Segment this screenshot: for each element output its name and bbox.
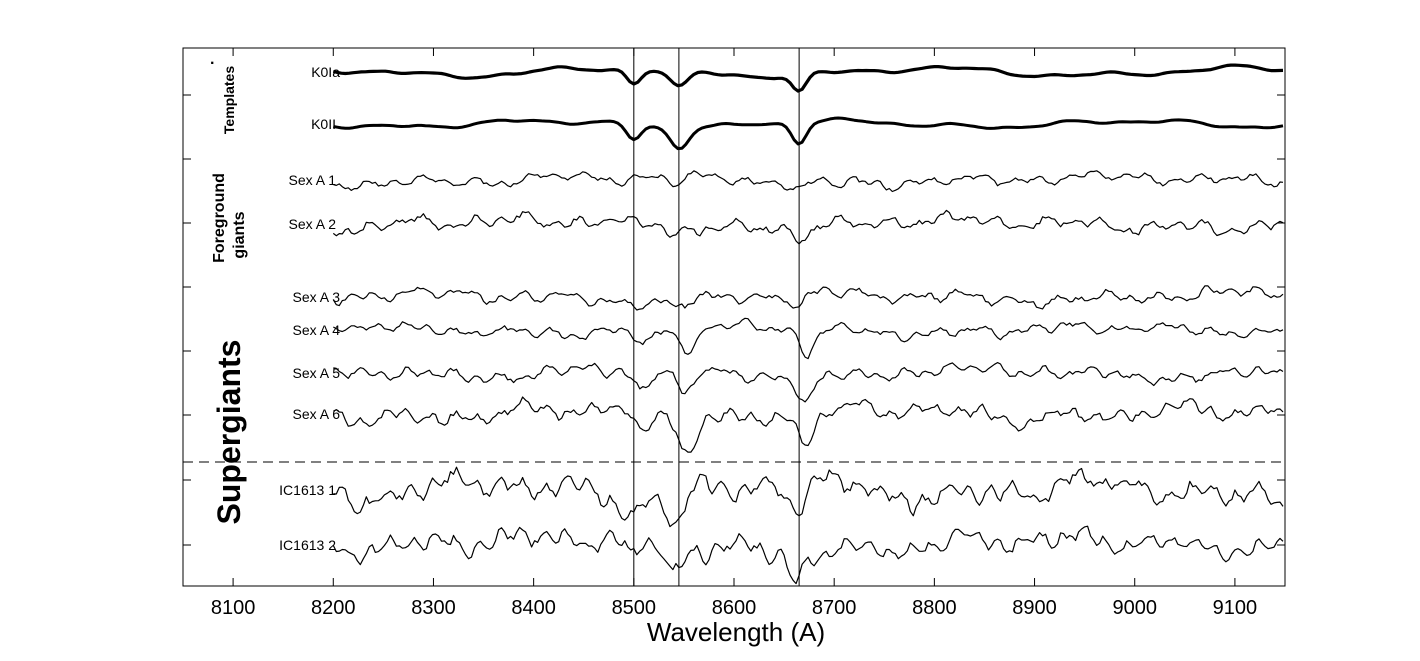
x-tick-label: 8800 bbox=[912, 597, 957, 619]
x-tick-label: 9100 bbox=[1213, 597, 1258, 619]
series-label: Sex A 4 bbox=[293, 322, 341, 338]
spectrum-line bbox=[333, 170, 1284, 193]
spectrum-line bbox=[332, 525, 1284, 585]
series-label: IC1613 1 bbox=[279, 482, 336, 498]
x-tick-label: 8500 bbox=[612, 597, 657, 619]
group-label-foreground-line2: giants bbox=[231, 211, 248, 258]
group-label-templates: Templates bbox=[221, 66, 237, 134]
x-axis-title: Wavelength (A) bbox=[647, 617, 825, 647]
spectrum-line bbox=[332, 209, 1284, 245]
x-tick-label: 8300 bbox=[411, 597, 456, 619]
spectrum-line bbox=[333, 317, 1284, 360]
x-tick-label: 8900 bbox=[1012, 597, 1057, 619]
x-tick-label: 8400 bbox=[511, 597, 556, 619]
series-layer bbox=[332, 63, 1284, 585]
spectrum-line bbox=[332, 63, 1284, 93]
group-label-supergiants: Supergiants bbox=[211, 340, 247, 525]
series-label-layer: K0Ia K0II Sex A 1 Sex A 2 Sex A 3 Sex A 4 Sex … bbox=[279, 64, 340, 553]
series-label: Sex A 6 bbox=[293, 406, 341, 422]
spectrum-line bbox=[333, 466, 1284, 528]
series-label: K0Ia bbox=[311, 64, 340, 80]
spectrum-line bbox=[333, 116, 1284, 151]
series-label: Sex A 2 bbox=[289, 216, 337, 232]
x-tick-label: 8100 bbox=[211, 597, 256, 619]
x-tick-label: 9000 bbox=[1112, 597, 1157, 619]
series-label: K0II bbox=[311, 116, 336, 132]
x-tick-label: 8200 bbox=[311, 597, 356, 619]
spectrum-line bbox=[332, 285, 1284, 311]
vertical-lines-layer bbox=[633, 48, 800, 586]
series-label: Sex A 1 bbox=[289, 172, 337, 188]
spectrum-line bbox=[333, 362, 1284, 403]
spectrum-line bbox=[333, 396, 1284, 453]
group-label-templates-marker: · bbox=[210, 55, 215, 72]
series-label: IC1613 2 bbox=[279, 537, 336, 553]
series-label: Sex A 3 bbox=[293, 289, 341, 305]
x-tick-label: 8600 bbox=[712, 597, 757, 619]
series-label: Sex A 5 bbox=[293, 365, 341, 381]
group-label-foreground-line1: Foreground bbox=[211, 173, 228, 263]
x-tick-label: 8700 bbox=[812, 597, 857, 619]
x-tick-layer: 8100 8200 8300 8400 8500 8600 8700 8800 8900 9000… bbox=[211, 48, 1257, 619]
